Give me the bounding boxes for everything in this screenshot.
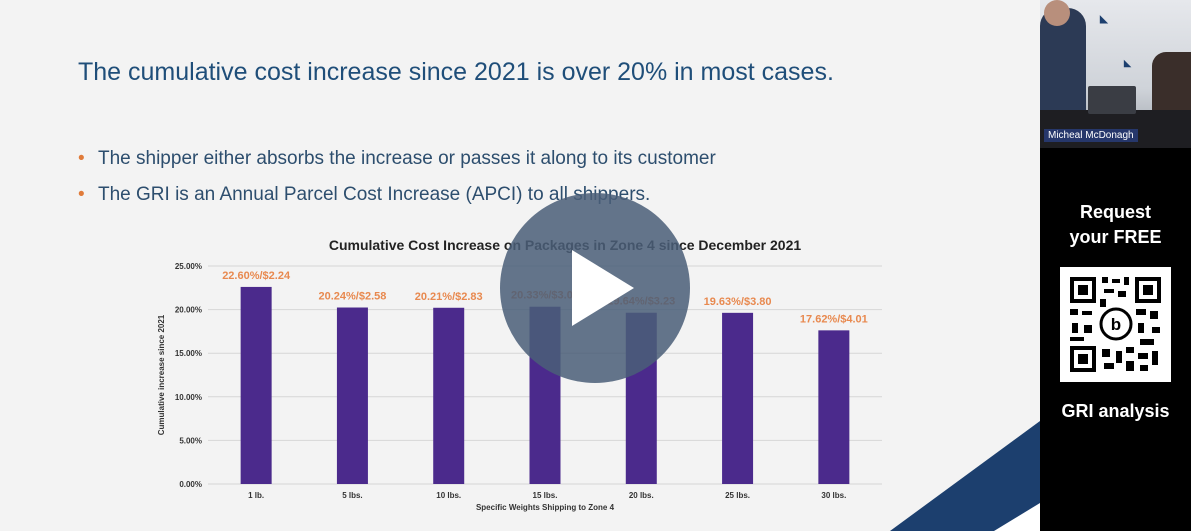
bullet-text: The shipper either absorbs the increase … <box>98 148 716 169</box>
chart-bar <box>722 312 754 484</box>
data-label: 20.21%/$2.83 <box>415 291 483 303</box>
presenter-figure <box>1040 8 1086 118</box>
chart-bar <box>818 330 850 484</box>
presenter-webcam: ◣ ◣ Micheal McDonagh <box>1040 0 1191 148</box>
x-tick-label: 10 lbs. <box>436 491 461 500</box>
x-tick-label: 30 lbs. <box>821 491 846 500</box>
data-label: 19.63%/$3.80 <box>704 296 772 308</box>
y-axis-label: Cumulative increase since 2021 <box>157 314 166 435</box>
presenter-name-tag: Micheal McDonagh <box>1044 129 1138 142</box>
svg-text:b: b <box>1111 315 1121 334</box>
y-tick-label: 20.00% <box>175 306 202 315</box>
presenter-head <box>1044 0 1070 26</box>
bullet-list: • The shipper either absorbs the increas… <box>78 146 716 218</box>
play-icon <box>572 250 634 326</box>
promo-line-2: your FREE <box>1069 227 1162 247</box>
y-tick-label: 25.00% <box>175 262 202 271</box>
bullet-item: • The GRI is an Annual Parcel Cost Incre… <box>78 182 716 218</box>
wall-logo: ◣ <box>1100 14 1108 25</box>
qr-code-icon[interactable]: b <box>1060 267 1171 382</box>
x-axis-label: Specific Weights Shipping to Zone 4 <box>476 503 615 512</box>
promo-heading: Request your FREE <box>1040 200 1191 250</box>
slide-corner-accent <box>994 503 1040 531</box>
y-tick-label: 15.00% <box>175 349 202 358</box>
data-label: 22.60%/$2.24 <box>222 270 291 282</box>
qr-code-icon: b <box>1060 267 1171 382</box>
bullet-text: The GRI is an Annual Parcel Cost Increas… <box>98 184 651 205</box>
chart-bar <box>336 307 368 484</box>
bullet-icon: • <box>78 148 85 169</box>
y-tick-label: 10.00% <box>175 393 202 402</box>
x-tick-label: 25 lbs. <box>725 491 750 500</box>
presentation-slide: The cumulative cost increase since 2021 … <box>78 58 1040 531</box>
chart-bar <box>240 286 272 484</box>
y-tick-label: 5.00% <box>179 436 202 445</box>
x-tick-label: 15 lbs. <box>533 491 558 500</box>
promo-bottom-text: GRI analysis <box>1061 401 1170 421</box>
slide-title: The cumulative cost increase since 2021 … <box>78 58 834 86</box>
chart-bar <box>433 307 465 484</box>
bullet-icon: • <box>78 184 85 205</box>
wall-logo: ◣ <box>1124 58 1131 68</box>
data-label: 20.24%/$2.58 <box>318 291 386 303</box>
bullet-item: • The shipper either absorbs the increas… <box>78 146 716 182</box>
laptop <box>1088 86 1136 114</box>
y-tick-label: 0.00% <box>179 480 202 489</box>
side-panel: ◣ ◣ Micheal McDonagh Request your FREE <box>1040 0 1191 531</box>
data-label: 17.62%/$4.01 <box>800 313 868 325</box>
promo-line-1: Request <box>1079 202 1151 222</box>
x-tick-label: 20 lbs. <box>629 491 654 500</box>
x-tick-label: 1 lb. <box>248 491 264 500</box>
x-tick-label: 5 lbs. <box>342 491 362 500</box>
play-button[interactable] <box>500 193 690 383</box>
